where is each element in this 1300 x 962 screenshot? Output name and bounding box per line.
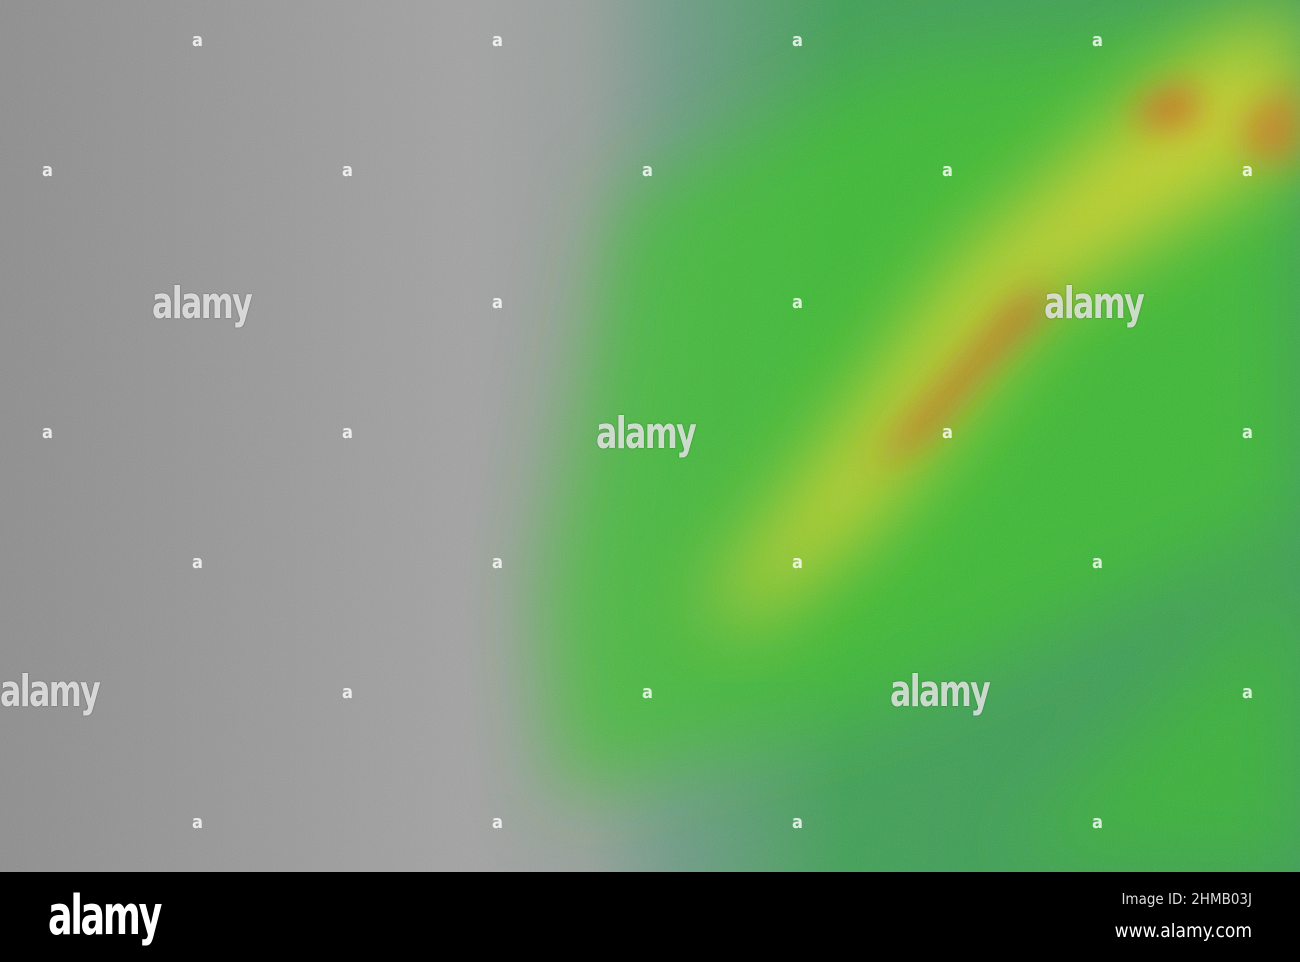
watermark-glyph: a (492, 552, 503, 573)
watermark-glyph: a (792, 552, 803, 573)
elevation-map: alamy alamy alamy alamy alamy a a a a a … (0, 0, 1300, 872)
alamy-logo: alamy (48, 884, 162, 947)
watermark-text: alamy (1044, 278, 1145, 329)
watermark-glyph: a (792, 292, 803, 313)
relief-texture (0, 0, 1300, 872)
watermark-glyph: a (342, 682, 353, 703)
watermark-glyph: a (192, 552, 203, 573)
watermark-glyph: a (42, 422, 53, 443)
watermark-glyph: a (642, 160, 653, 181)
watermark-glyph: a (342, 422, 353, 443)
watermark-glyph: a (192, 30, 203, 51)
watermark-glyph: a (492, 292, 503, 313)
watermark-text: alamy (0, 666, 101, 717)
watermark-glyph: a (1242, 160, 1253, 181)
watermark-glyph: a (492, 812, 503, 833)
watermark-glyph: a (1242, 682, 1253, 703)
stock-footer: alamy Image ID: 2HMB03J www.alamy.com (0, 872, 1300, 962)
watermark-glyph: a (1242, 422, 1253, 443)
image-id: Image ID: 2HMB03J (1121, 890, 1252, 908)
watermark-glyph: a (792, 812, 803, 833)
watermark-glyph: a (642, 682, 653, 703)
watermark-glyph: a (492, 30, 503, 51)
watermark-glyph: a (42, 160, 53, 181)
watermark-text: alamy (890, 666, 991, 717)
watermark-text: alamy (596, 408, 697, 459)
watermark-text: alamy (152, 278, 253, 329)
watermark-glyph: a (942, 160, 953, 181)
watermark-glyph: a (342, 160, 353, 181)
watermark-glyph: a (1092, 812, 1103, 833)
watermark-glyph: a (792, 30, 803, 51)
site-url[interactable]: www.alamy.com (1114, 920, 1252, 942)
terrain-relief (0, 0, 1300, 872)
watermark-glyph: a (1092, 552, 1103, 573)
watermark-glyph: a (942, 422, 953, 443)
watermark-glyph: a (192, 812, 203, 833)
watermark-glyph: a (1092, 30, 1103, 51)
